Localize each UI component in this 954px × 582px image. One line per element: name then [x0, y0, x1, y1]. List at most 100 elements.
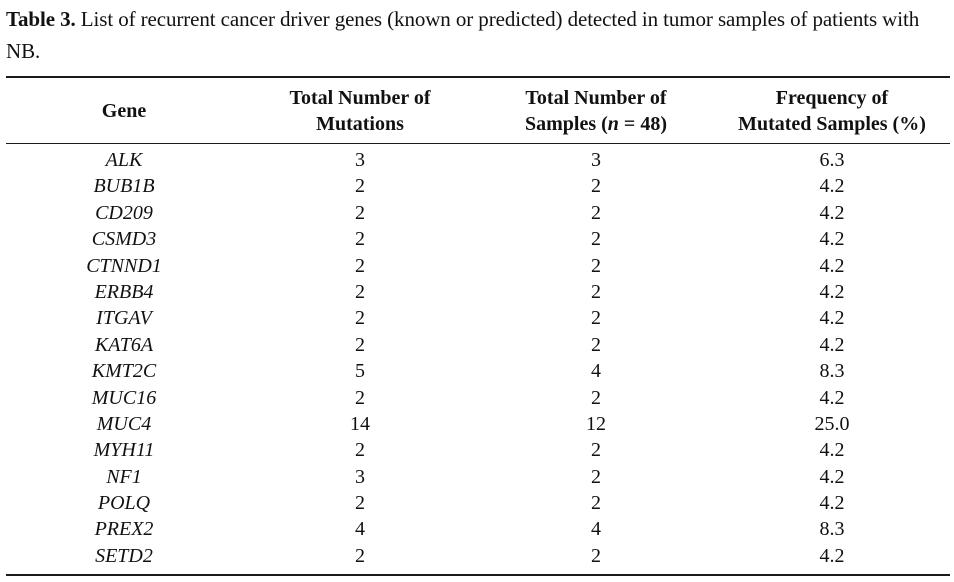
- gene-cell: POLQ: [97, 492, 151, 515]
- frequency-cell: 4.2: [819, 228, 845, 251]
- samples-cell: 2: [591, 333, 601, 356]
- header-mutations-line2: Mutations: [316, 113, 404, 135]
- frequency-cell: 8.3: [819, 360, 845, 383]
- header-samples-n: n: [607, 113, 619, 135]
- caption-label: Table 3.: [6, 7, 76, 31]
- gene-cell: KMT2C: [91, 360, 157, 383]
- header-frequency: Frequency of Mutated Samples (%): [714, 84, 950, 138]
- table-row: KAT6A 2 2 4.2: [6, 332, 950, 358]
- table-row: MUC16 2 2 4.2: [6, 385, 950, 411]
- frequency-cell: 4.2: [819, 175, 845, 198]
- frequency-cell: 4.2: [819, 465, 845, 488]
- table-row: PREX2 4 4 8.3: [6, 516, 950, 542]
- header-mutations: Total Number of Mutations: [242, 84, 478, 138]
- table-row: CSMD3 2 2 4.2: [6, 226, 950, 252]
- samples-cell: 2: [591, 201, 601, 224]
- samples-cell: 2: [591, 465, 601, 488]
- frequency-cell: 6.3: [819, 149, 845, 171]
- gene-cell: NF1: [106, 465, 142, 488]
- table-row: SETD2 2 2 4.2: [6, 543, 950, 569]
- frequency-cell: 4.2: [819, 280, 845, 303]
- gene-cell: KAT6A: [94, 333, 154, 356]
- mutations-cell: 2: [355, 333, 365, 356]
- samples-cell: 2: [591, 280, 601, 303]
- mutations-cell: 2: [355, 544, 365, 567]
- gene-cell: PREX2: [94, 518, 154, 541]
- caption-text: List of recurrent cancer driver genes (k…: [6, 7, 920, 63]
- mutations-cell: 5: [355, 360, 365, 383]
- samples-cell: 3: [591, 149, 601, 171]
- table-row: BUB1B 2 2 4.2: [6, 173, 950, 199]
- frequency-cell: 25.0: [814, 412, 850, 435]
- table-row: NF1 3 2 4.2: [6, 464, 950, 490]
- gene-cell: CTNND1: [86, 254, 162, 277]
- frequency-cell: 4.2: [819, 333, 845, 356]
- header-samples: Total Number of Samples (n = 48): [478, 84, 714, 138]
- mutations-cell: 14: [350, 412, 370, 435]
- samples-cell: 2: [591, 386, 601, 409]
- samples-cell: 2: [591, 254, 601, 277]
- header-samples-line1: Total Number of: [525, 87, 667, 109]
- table-row: KMT2C 5 4 8.3: [6, 358, 950, 384]
- gene-cell: MUC4: [96, 412, 152, 435]
- header-samples-pre: Samples (: [525, 113, 608, 135]
- frequency-cell: 4.2: [819, 439, 845, 462]
- gene-cell: BUB1B: [93, 175, 155, 198]
- frequency-cell: 4.2: [819, 307, 845, 330]
- samples-cell: 2: [591, 228, 601, 251]
- mutations-cell: 3: [355, 465, 365, 488]
- header-samples-line2: Samples (n = 48): [525, 111, 667, 137]
- mutations-cell: 2: [355, 280, 365, 303]
- frequency-cell: 4.2: [819, 254, 845, 277]
- samples-cell: 4: [591, 360, 601, 383]
- mutations-cell: 2: [355, 307, 365, 330]
- table-row: CD209 2 2 4.2: [6, 200, 950, 226]
- table-row: CTNND1 2 2 4.2: [6, 253, 950, 279]
- mutations-cell: 2: [355, 254, 365, 277]
- frequency-cell: 4.2: [819, 201, 845, 224]
- samples-cell: 2: [591, 439, 601, 462]
- samples-cell: 2: [591, 307, 601, 330]
- header-gene: Gene: [6, 84, 242, 138]
- table-body: ALK 3 3 6.3 BUB1B 2 2 4.2 CD209 2 2 4.2 CSMD3 2 2 4.…: [6, 147, 950, 569]
- table-row: ITGAV 2 2 4.2: [6, 305, 950, 331]
- frequency-cell: 4.2: [819, 492, 845, 515]
- header-samples-post: = 48): [618, 113, 667, 135]
- gene-cell: MUC16: [91, 386, 157, 409]
- mutations-cell: 2: [355, 175, 365, 198]
- gene-cell: ERBB4: [94, 280, 154, 303]
- frequency-cell: 8.3: [819, 518, 845, 541]
- gene-cell: ITGAV: [96, 307, 152, 330]
- mutations-cell: 3: [355, 149, 365, 171]
- samples-cell: 4: [591, 518, 601, 541]
- table-bottom-rule: [6, 574, 950, 576]
- table-row: ERBB4 2 2 4.2: [6, 279, 950, 305]
- gene-cell: SETD2: [95, 544, 153, 567]
- header-gene-label: Gene: [101, 100, 147, 122]
- table-caption: Table 3. List of recurrent cancer driver…: [6, 3, 950, 67]
- mutations-cell: 2: [355, 386, 365, 409]
- samples-cell: 12: [586, 412, 606, 435]
- mutations-cell: 2: [355, 228, 365, 251]
- mutations-cell: 2: [355, 201, 365, 224]
- mutations-cell: 2: [355, 492, 365, 515]
- samples-cell: 2: [591, 492, 601, 515]
- table-row: ALK 3 3 6.3: [6, 147, 950, 173]
- table-top-rule: [6, 76, 950, 78]
- header-frequency-line1: Frequency of: [775, 87, 889, 109]
- table-row: POLQ 2 2 4.2: [6, 490, 950, 516]
- table-header-rule: [6, 143, 950, 144]
- frequency-cell: 4.2: [819, 386, 845, 409]
- mutations-cell: 4: [355, 518, 365, 541]
- mutations-cell: 2: [355, 439, 365, 462]
- header-mutations-line1: Total Number of: [289, 87, 431, 109]
- gene-cell: ALK: [105, 149, 143, 171]
- gene-cell: CSMD3: [91, 228, 157, 251]
- table-row: MYH11 2 2 4.2: [6, 437, 950, 463]
- table-row: MUC4 14 12 25.0: [6, 411, 950, 437]
- gene-cell: CD209: [95, 201, 153, 224]
- frequency-cell: 4.2: [819, 544, 845, 567]
- samples-cell: 2: [591, 175, 601, 198]
- samples-cell: 2: [591, 544, 601, 567]
- header-frequency-line2: Mutated Samples (%): [738, 113, 926, 135]
